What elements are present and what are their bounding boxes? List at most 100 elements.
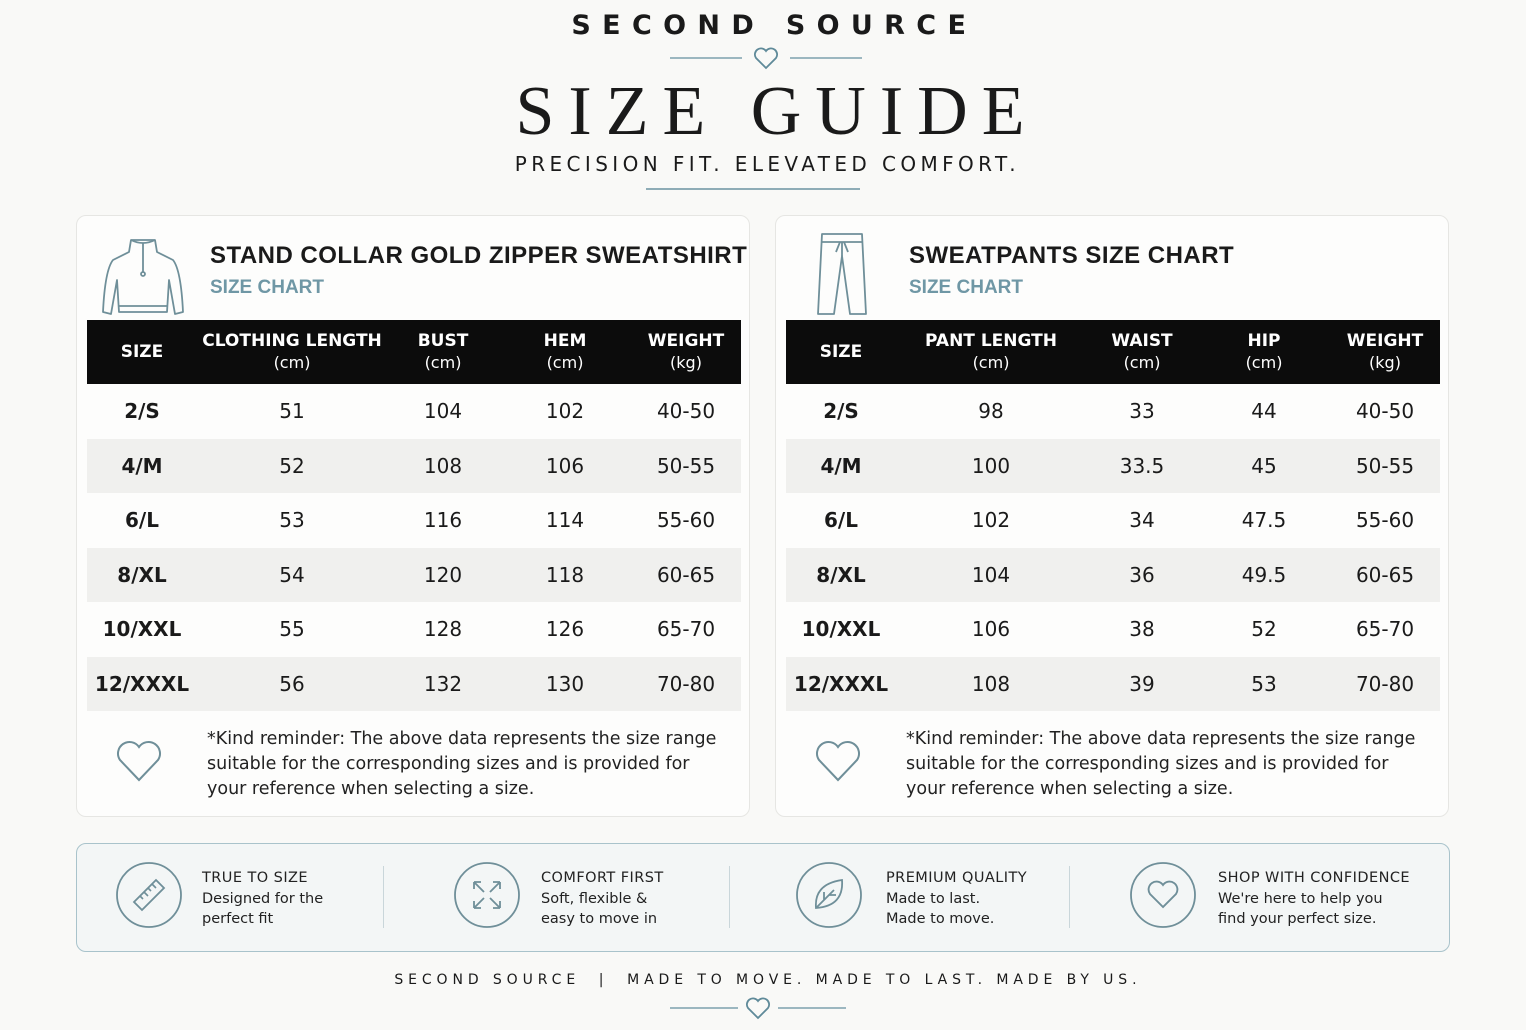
heart-divider [670,47,862,70]
measurement-cell: 102 [971,508,1011,533]
table-row: 12/XXXL 108 39 53 70-80 [786,656,1440,711]
column-unit: (cm) [972,353,1010,372]
column-header: SIZE [87,320,197,384]
column-label: HIP [1247,331,1281,351]
measurement-cell: 53 [279,508,305,533]
pants-icon [817,233,867,315]
note-icon [114,738,164,788]
footer-heart [670,997,846,1020]
measurement-cell: 102 [545,399,585,424]
header-row: SIZE CLOTHING LENGTH (cm) BUST (cm) HEM (cm) WE… [87,320,741,384]
size-table: SIZE PANT LENGTH (cm) WAIST (cm) HIP (cm) WEIGH… [786,320,1440,711]
card-subtitle: SIZE CHART [210,277,324,298]
heart-icon [117,740,161,782]
table-row: 12/XXXL 56 132 130 70-80 [87,656,741,711]
measurement-cell: 49.5 [1198,547,1330,602]
size-cell: 10/XXL [801,617,881,642]
table-row: 2/S 98 33 44 40-50 [786,384,1440,439]
measurement-cell: 52 [1251,617,1277,642]
size-cell: 4/M [87,438,197,493]
feature-line: Soft, flexible & [541,890,648,907]
size-cell: 2/S [823,399,859,424]
feature-line: easy to move in [541,911,658,927]
column-unit: (cm) [1123,353,1161,372]
feature-line: Made to move. [886,911,995,927]
feature-title: TRUE TO SIZE [202,870,308,886]
table-row: 6/L 102 34 47.5 55-60 [786,493,1440,548]
column-label: BUST [417,331,469,351]
column-header: HEM (cm) [499,320,631,384]
card-title: STAND COLLAR GOLD ZIPPER SWEATSHIRT [210,242,748,269]
measurement-cell: 47.5 [1241,508,1287,533]
table-body: 2/S 98 33 44 40-50 4/M 100 33.5 45 50-55 6/L 102 34 4… [786,384,1440,711]
card-icon [798,230,886,324]
measurement-cell: 33 [1129,399,1155,424]
table-head: SIZE PANT LENGTH (cm) WAIST (cm) HIP (cm) WEIGH… [786,320,1440,384]
column-header: BUST (cm) [387,320,499,384]
column-unit: (kg) [670,353,702,372]
measurement-cell: 118 [499,547,631,602]
measurement-cell: 54 [197,547,387,602]
table-row: 8/XL 54 120 118 60-65 [87,547,741,602]
feature-line: perfect fit [202,911,274,927]
feature-line: Made to last. [886,890,981,907]
measurement-cell: 116 [423,508,463,533]
feature-icon-svg [454,862,520,928]
feature-text: PREMIUM QUALITY Made to last. Made to move… [886,868,1027,930]
column-unit: (cm) [273,353,311,372]
table-row: 4/M 100 33.5 45 50-55 [786,438,1440,493]
features-bar: TRUE TO SIZE Designed for the perfect fit C… [76,843,1450,952]
size-cell: 8/XL [786,547,896,602]
feature-title: SHOP WITH CONFIDENCE [1218,870,1411,886]
measurement-cell: 45 [1198,438,1330,493]
measurement-cell: 55 [279,617,305,642]
measurement-cell: 38 [1129,617,1155,642]
column-header: PANT LENGTH (cm) [896,320,1086,384]
measurement-cell: 70-80 [631,656,741,711]
size-cell: 12/XXXL [786,656,896,711]
feature-divider [729,866,730,928]
measurement-cell: 55-60 [656,508,716,533]
measurement-cell: 40-50 [656,399,716,424]
measurement-cell: 128 [423,617,463,642]
feature-icon [454,862,522,934]
measurement-cell: 60-65 [1330,547,1440,602]
measurement-cell: 108 [896,656,1086,711]
measurement-cell: 108 [387,438,499,493]
underline [646,188,860,190]
sweatshirt-icon [102,239,184,315]
measurement-cell: 126 [545,617,585,642]
measurement-cell: 98 [978,399,1004,424]
measurement-cell: 114 [545,508,585,533]
note: *Kind reminder: The above data represent… [906,727,1415,802]
column-label: SIZE [819,341,863,362]
table-row: 10/XXL 55 128 126 65-70 [87,602,741,657]
column-label: SIZE [120,341,164,362]
note-line: suitable for the corresponding sizes and… [906,754,1389,774]
feature-icon [116,862,184,934]
measurement-cell: 53 [1198,656,1330,711]
measurement-cell: 33.5 [1086,438,1198,493]
feature-title: COMFORT FIRST [541,870,664,886]
card-icon [99,230,187,324]
header-row: SIZE PANT LENGTH (cm) WAIST (cm) HIP (cm) WEIGH… [786,320,1440,384]
tagline: PRECISION FIT. ELEVATED COMFORT. [514,152,1021,176]
footer: SECOND SOURCE | MADE TO MOVE. MADE TO LA… [394,972,1142,988]
feature-icon-svg [116,862,182,928]
table-row: 2/S 51 104 102 40-50 [87,384,741,439]
column-unit: (cm) [1245,353,1283,372]
size-cell: 10/XXL [102,617,182,642]
note-line: your reference when selecting a size. [906,779,1234,799]
measurement-cell: 60-65 [631,547,741,602]
column-header: WAIST (cm) [1086,320,1198,384]
measurement-cell: 55-60 [1355,508,1415,533]
measurement-cell: 132 [387,656,499,711]
measurement-cell: 104 [423,399,463,424]
column-header: HIP (cm) [1198,320,1330,384]
column-label: HEM [543,331,587,351]
feature-icon-svg [796,862,862,928]
measurement-cell: 120 [387,547,499,602]
table-row: 10/XXL 106 38 52 65-70 [786,602,1440,657]
measurement-cell: 104 [896,547,1086,602]
